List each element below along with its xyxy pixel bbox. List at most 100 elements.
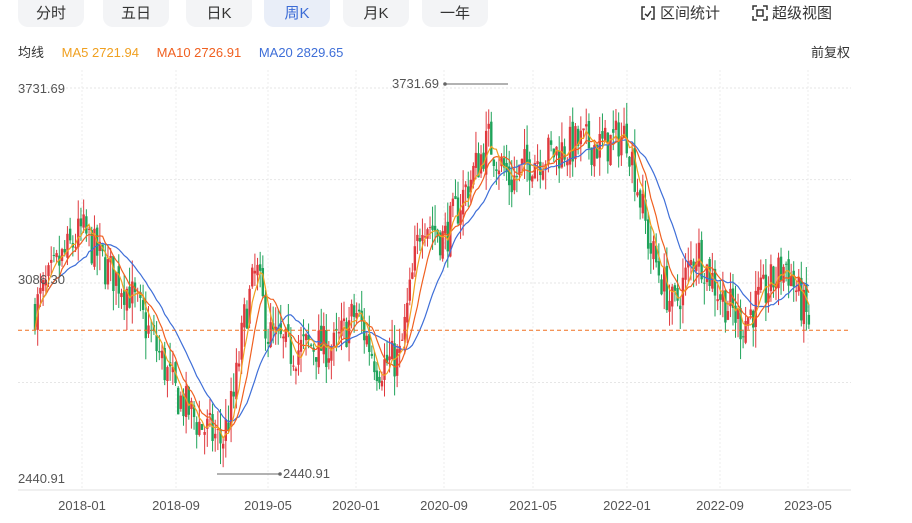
candle-body bbox=[477, 153, 480, 178]
candle-body bbox=[582, 128, 585, 131]
candle-body bbox=[360, 310, 363, 322]
tab-weekly-k[interactable]: 周K bbox=[264, 0, 330, 27]
tab-intraday[interactable]: 分时 bbox=[18, 0, 84, 27]
candle-body bbox=[423, 236, 427, 238]
candle-body bbox=[340, 320, 343, 337]
candle-body bbox=[649, 243, 653, 254]
y-max-label: 3731.69 bbox=[18, 81, 65, 96]
min-annotation-dot bbox=[278, 472, 282, 476]
candle-body bbox=[500, 156, 503, 167]
candle-body bbox=[190, 400, 193, 410]
candle-body bbox=[155, 335, 158, 352]
y-mid-label: 3086.30 bbox=[18, 272, 65, 287]
candle-body bbox=[697, 242, 701, 267]
candle-body bbox=[536, 161, 539, 165]
candle-body bbox=[673, 285, 677, 291]
candle-body bbox=[549, 140, 553, 145]
candle-body bbox=[531, 176, 534, 182]
candle-body bbox=[800, 277, 803, 321]
super-view-button[interactable]: 超级视图 bbox=[752, 2, 832, 23]
range-stats-button[interactable]: 区间统计 bbox=[640, 2, 720, 23]
candle-body bbox=[558, 151, 561, 169]
candle-body bbox=[141, 300, 145, 311]
candle-body bbox=[676, 287, 679, 301]
candle-body bbox=[617, 122, 620, 157]
candle-body bbox=[66, 233, 69, 258]
candle-body bbox=[50, 259, 53, 263]
candle-body bbox=[576, 128, 580, 146]
candle-body bbox=[179, 395, 183, 409]
candle-body bbox=[428, 227, 432, 229]
candle-body bbox=[237, 363, 241, 367]
candle-body bbox=[789, 275, 793, 287]
candle-body bbox=[571, 121, 574, 162]
x-tick-label: 2019-05 bbox=[244, 498, 292, 513]
candle-body bbox=[644, 199, 647, 221]
candle-body bbox=[368, 334, 371, 353]
candle-body bbox=[413, 246, 417, 271]
candle-body bbox=[654, 245, 658, 263]
candle-body bbox=[125, 288, 129, 311]
candle-body bbox=[251, 267, 254, 287]
candle-body bbox=[375, 370, 379, 382]
candle-body bbox=[245, 308, 249, 329]
candle-body bbox=[68, 228, 72, 241]
candle-body bbox=[520, 158, 524, 164]
candle-body bbox=[253, 270, 257, 274]
candle-body bbox=[342, 318, 346, 322]
candle-body bbox=[198, 421, 201, 436]
candle-body bbox=[729, 288, 732, 307]
candle-body bbox=[294, 368, 298, 372]
candle-body bbox=[320, 325, 323, 351]
period-tabs: 分时 五日 日K 周K 月K 一年 区间统计 超级视图 bbox=[0, 0, 912, 30]
candle-body bbox=[518, 164, 521, 175]
candle-body bbox=[232, 391, 235, 397]
x-tick-label: 2022-01 bbox=[603, 498, 651, 513]
candle-body bbox=[528, 159, 531, 181]
candle-body bbox=[502, 158, 506, 168]
candle-body bbox=[325, 330, 328, 368]
candle-body bbox=[507, 166, 511, 186]
candle-body bbox=[713, 268, 717, 296]
candle-body bbox=[370, 353, 374, 356]
super-view-label: 超级视图 bbox=[772, 5, 833, 22]
candle-body bbox=[547, 137, 550, 164]
candle-body bbox=[163, 348, 166, 381]
tab-five-day[interactable]: 五日 bbox=[103, 0, 169, 27]
candle-body bbox=[433, 225, 437, 232]
candle-body bbox=[403, 316, 406, 340]
candle-body bbox=[646, 219, 650, 249]
candle-body bbox=[560, 142, 564, 168]
x-tick-label: 2020-09 bbox=[420, 498, 468, 513]
candle-body bbox=[287, 324, 290, 332]
candle-body bbox=[211, 414, 214, 442]
candle-body bbox=[568, 126, 572, 165]
tab-one-year[interactable]: 一年 bbox=[422, 0, 488, 27]
tab-daily-k[interactable]: 日K bbox=[186, 0, 252, 27]
candle-body bbox=[609, 134, 612, 165]
candle-body bbox=[383, 359, 386, 380]
candle-body bbox=[421, 235, 424, 241]
candle-body bbox=[726, 311, 730, 320]
candle-body bbox=[416, 234, 419, 241]
candle-body bbox=[593, 145, 596, 167]
candle-body bbox=[47, 265, 50, 277]
candle-body bbox=[87, 228, 91, 230]
candle-body bbox=[256, 264, 259, 276]
candle-body bbox=[606, 132, 610, 162]
candle-body bbox=[668, 300, 671, 312]
tab-monthly-k[interactable]: 月K bbox=[343, 0, 409, 27]
candle-body bbox=[660, 279, 663, 295]
candle-body bbox=[187, 387, 190, 415]
candle-body bbox=[474, 152, 478, 168]
candle-body bbox=[479, 154, 483, 174]
candle-body bbox=[769, 264, 773, 292]
candle-body bbox=[160, 350, 164, 359]
candle-body bbox=[705, 264, 709, 283]
candle-body bbox=[74, 246, 77, 248]
candle-body bbox=[759, 277, 763, 290]
adjust-mode-button[interactable]: 前复权 bbox=[810, 45, 850, 60]
candle-body bbox=[120, 293, 123, 297]
candle-body bbox=[292, 365, 295, 367]
